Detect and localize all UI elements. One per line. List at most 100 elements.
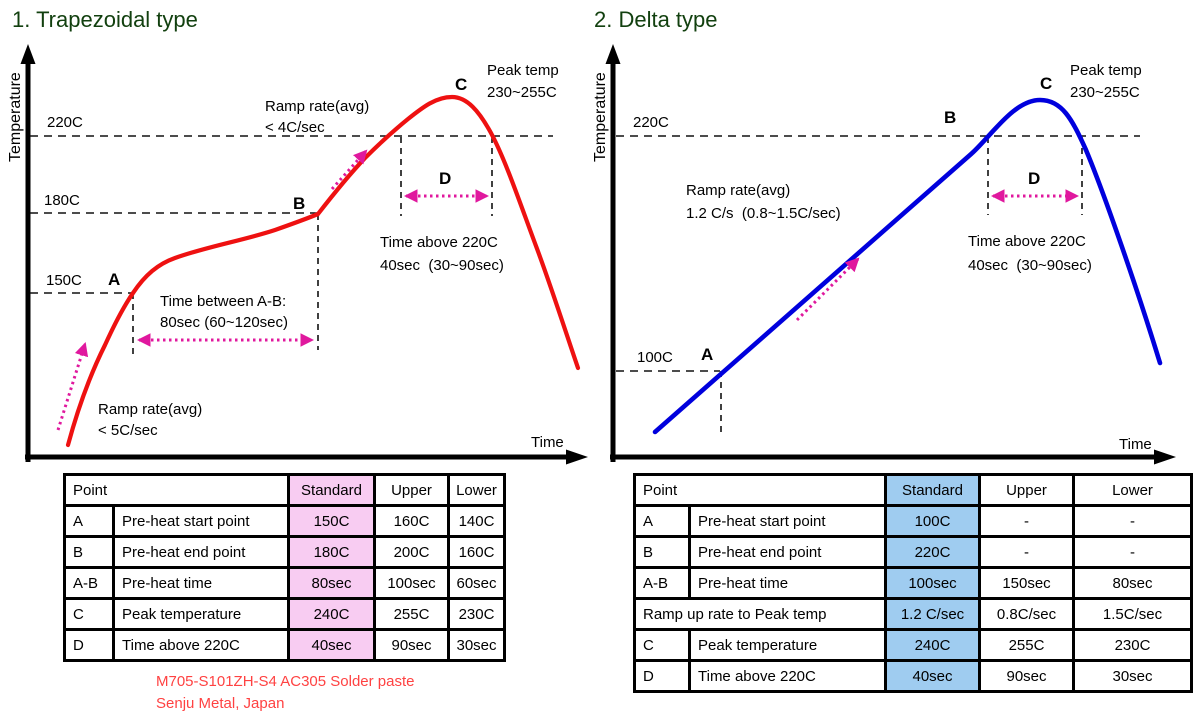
delta-spec-table-wrap: Point Standard Upper Lower A Pre-heat st… (633, 473, 1193, 693)
cell-point: A-B (63, 566, 115, 600)
cell-standard: 150C (287, 504, 376, 538)
cell-standard: 240C (884, 628, 981, 662)
left-ramp-high-line1: Ramp rate(avg) (265, 98, 369, 115)
table-row: D Time above 220C 40sec 90sec 30sec (63, 628, 506, 662)
right-ramp-line1: Ramp rate(avg) (686, 182, 790, 199)
right-refline-100c-label: 100C (637, 349, 673, 366)
cell-upper: 255C (373, 597, 450, 631)
cell-point: C (63, 597, 115, 631)
cell-standard: 240C (287, 597, 376, 631)
left-y-axis-label: Temperature (7, 72, 24, 162)
solder-paste-caption: M705-S101ZH-S4 AC305 Solder paste Senju … (156, 671, 414, 715)
cell-standard: 220C (884, 535, 981, 569)
cell-point: C (633, 628, 691, 662)
left-refline-150c-label: 150C (46, 272, 82, 289)
table-row: D Time above 220C 40sec 90sec 30sec (633, 659, 1193, 693)
cell-standard: 40sec (287, 628, 376, 662)
cell-lower: 230C (1072, 628, 1193, 662)
right-y-axis-label: Temperature (592, 72, 609, 162)
cell-lower: - (1072, 504, 1193, 538)
trapezoidal-spec-table-wrap: Point Standard Upper Lower A Pre-heat st… (63, 473, 506, 662)
cell-desc: Pre-heat time (688, 566, 887, 600)
cell-desc: Pre-heat start point (688, 504, 887, 538)
delta-title: 2. Delta type (594, 7, 718, 32)
left-refline-220c-label: 220C (47, 114, 83, 131)
col-header-point: Point (633, 473, 887, 507)
cell-desc: Peak temperature (112, 597, 290, 631)
cell-lower: 30sec (1072, 659, 1193, 693)
cell-lower: - (1072, 535, 1193, 569)
cell-desc: Pre-heat time (112, 566, 290, 600)
cell-desc: Pre-heat end point (112, 535, 290, 569)
cell-standard: 80sec (287, 566, 376, 600)
right-d-time-line1: Time above 220C (968, 233, 1086, 250)
cell-point: D (633, 659, 691, 693)
left-ramp-low-line1: Ramp rate(avg) (98, 401, 202, 418)
right-ramp-line2: 1.2 C/s (0.8~1.5C/sec) (686, 205, 841, 222)
left-x-axis-arrow-icon (566, 449, 588, 465)
delta-spec-table: Point Standard Upper Lower A Pre-heat st… (633, 473, 1193, 693)
table-row-ramp: Ramp up rate to Peak temp 1.2 C/sec 0.8C… (633, 597, 1193, 631)
left-point-d-label: D (439, 169, 451, 188)
left-peak-line2: 230~255C (487, 84, 557, 101)
left-refline-180c-label: 180C (44, 192, 80, 209)
trapezoidal-profile-curve (65, 94, 581, 448)
cell-desc: Pre-heat start point (112, 504, 290, 538)
cell-point: A-B (633, 566, 691, 600)
cell-point: B (63, 535, 115, 569)
cell-lower: 160C (447, 535, 506, 569)
cell-desc: Time above 220C (688, 659, 887, 693)
col-header-standard: Standard (884, 473, 981, 507)
left-ramp-high-line2: < 4C/sec (265, 119, 325, 136)
col-header-lower: Lower (1072, 473, 1193, 507)
col-header-standard: Standard (287, 473, 376, 507)
right-point-a-label: A (701, 345, 713, 364)
profiles-chart-canvas: Temperature Time 220C 180C 150C A B (7, 44, 1176, 465)
cell-point: A (63, 504, 115, 538)
table-row: A Pre-heat start point 150C 160C 140C (63, 504, 506, 538)
trapezoidal-spec-table: Point Standard Upper Lower A Pre-heat st… (63, 473, 506, 662)
right-ramp-arrow-icon (795, 257, 860, 322)
cell-desc: Pre-heat end point (688, 535, 887, 569)
cell-lower: 80sec (1072, 566, 1193, 600)
cell-standard: 1.2 C/sec (884, 597, 981, 631)
right-peak-line1: Peak temp (1070, 62, 1142, 79)
header-row: Point Standard Upper Lower (633, 473, 1193, 507)
table-row: B Pre-heat end point 220C - - (633, 535, 1193, 569)
table-row: A-B Pre-heat time 100sec 150sec 80sec (633, 566, 1193, 600)
caption-line1: M705-S101ZH-S4 AC305 Solder paste (156, 673, 415, 690)
cell-upper: 90sec (978, 659, 1075, 693)
trapezoidal-title: 1. Trapezoidal type (12, 7, 198, 32)
cell-desc: Peak temperature (688, 628, 887, 662)
cell-upper: 150sec (978, 566, 1075, 600)
trapezoidal-chart: Temperature Time 220C 180C 150C A B (7, 44, 588, 465)
left-ab-time-line1: Time between A-B: (160, 293, 286, 310)
col-header-upper: Upper (978, 473, 1075, 507)
header-row: Point Standard Upper Lower (63, 473, 506, 507)
col-header-point: Point (63, 473, 290, 507)
right-x-axis-arrow-icon (1154, 449, 1176, 465)
left-ramp-low-line2: < 5C/sec (98, 422, 158, 439)
cell-upper: 0.8C/sec (978, 597, 1075, 631)
cell-ramp-label: Ramp up rate to Peak temp (633, 597, 887, 631)
cell-upper: - (978, 504, 1075, 538)
right-point-d-label: D (1028, 169, 1040, 188)
right-y-axis-arrow-icon (605, 44, 621, 64)
table-row: B Pre-heat end point 180C 200C 160C (63, 535, 506, 569)
cell-lower: 1.5C/sec (1072, 597, 1193, 631)
cell-standard: 100sec (884, 566, 981, 600)
cell-point: D (63, 628, 115, 662)
left-y-axis-arrow-icon (20, 44, 36, 64)
left-point-b-label: B (293, 194, 305, 213)
cell-standard: 100C (884, 504, 981, 538)
right-x-axis-label: Time (1119, 436, 1152, 453)
cell-point: B (633, 535, 691, 569)
cell-upper: 255C (978, 628, 1075, 662)
cell-lower: 30sec (447, 628, 506, 662)
cell-lower: 230C (447, 597, 506, 631)
right-d-time-line2: 40sec (30~90sec) (968, 257, 1092, 274)
left-peak-line1: Peak temp (487, 62, 559, 79)
right-peak-line2: 230~255C (1070, 84, 1140, 101)
left-point-a-label: A (108, 270, 120, 289)
